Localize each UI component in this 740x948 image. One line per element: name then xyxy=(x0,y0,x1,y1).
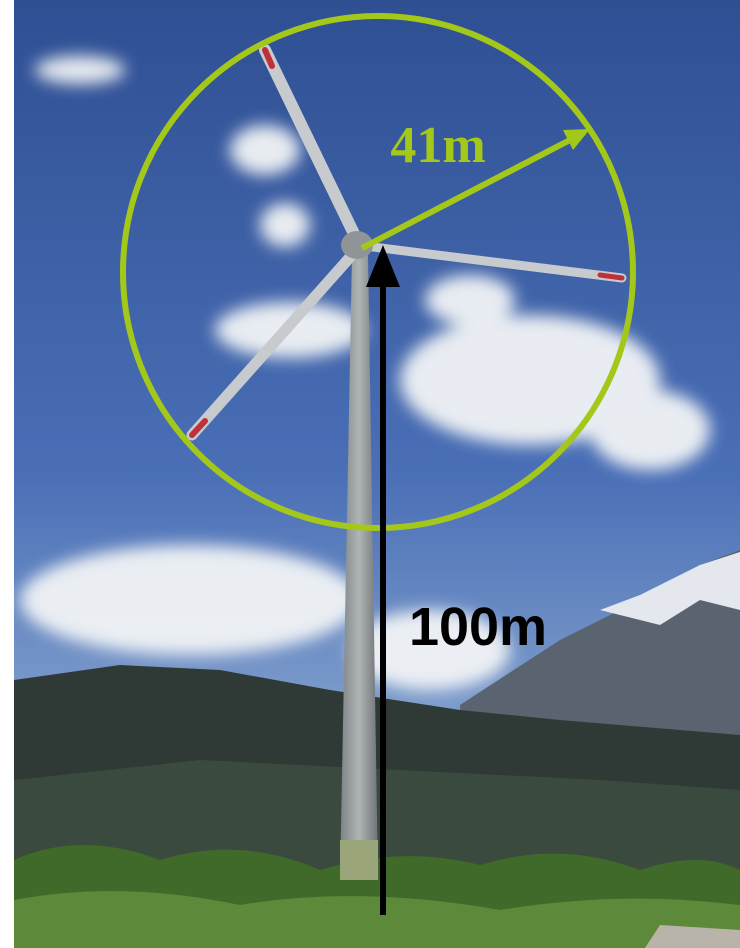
height-label: 100m xyxy=(409,597,547,657)
radius-label: 41m xyxy=(390,117,485,174)
scene: 41m 100m xyxy=(0,0,740,948)
photo xyxy=(14,0,740,948)
